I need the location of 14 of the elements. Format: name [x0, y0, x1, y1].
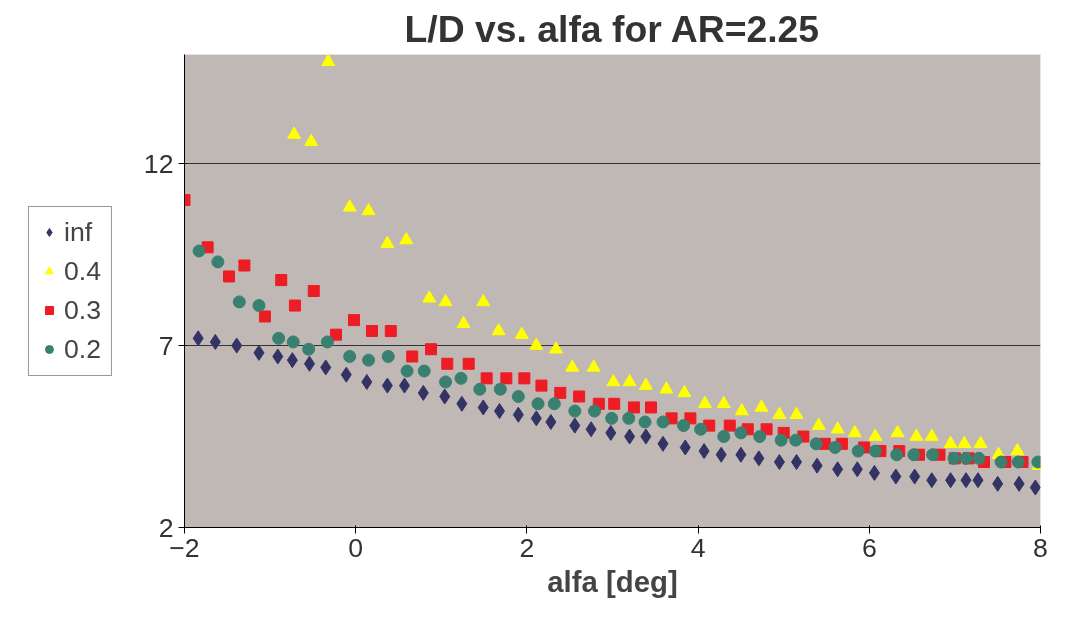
x-axis-title: alfa [deg] [547, 564, 678, 598]
x-tick-label: 4 [690, 532, 706, 563]
y-tick-label: 12 [143, 148, 174, 179]
legend-label: 0.2 [63, 333, 102, 365]
y-tick-label: 2 [158, 512, 174, 543]
x-tick-label: 6 [861, 532, 877, 563]
chart-title: L/D vs. alfa for AR=2.25 [404, 7, 820, 50]
x-tick-label: 2 [519, 532, 535, 563]
legend-label: inf [63, 216, 93, 248]
x-tick-label: 0 [348, 532, 364, 563]
legend-label: 0.3 [63, 294, 102, 326]
x-tick-label: 8 [1033, 532, 1048, 563]
y-tick-label: 7 [158, 330, 174, 361]
legend-label: 0.4 [63, 255, 102, 287]
